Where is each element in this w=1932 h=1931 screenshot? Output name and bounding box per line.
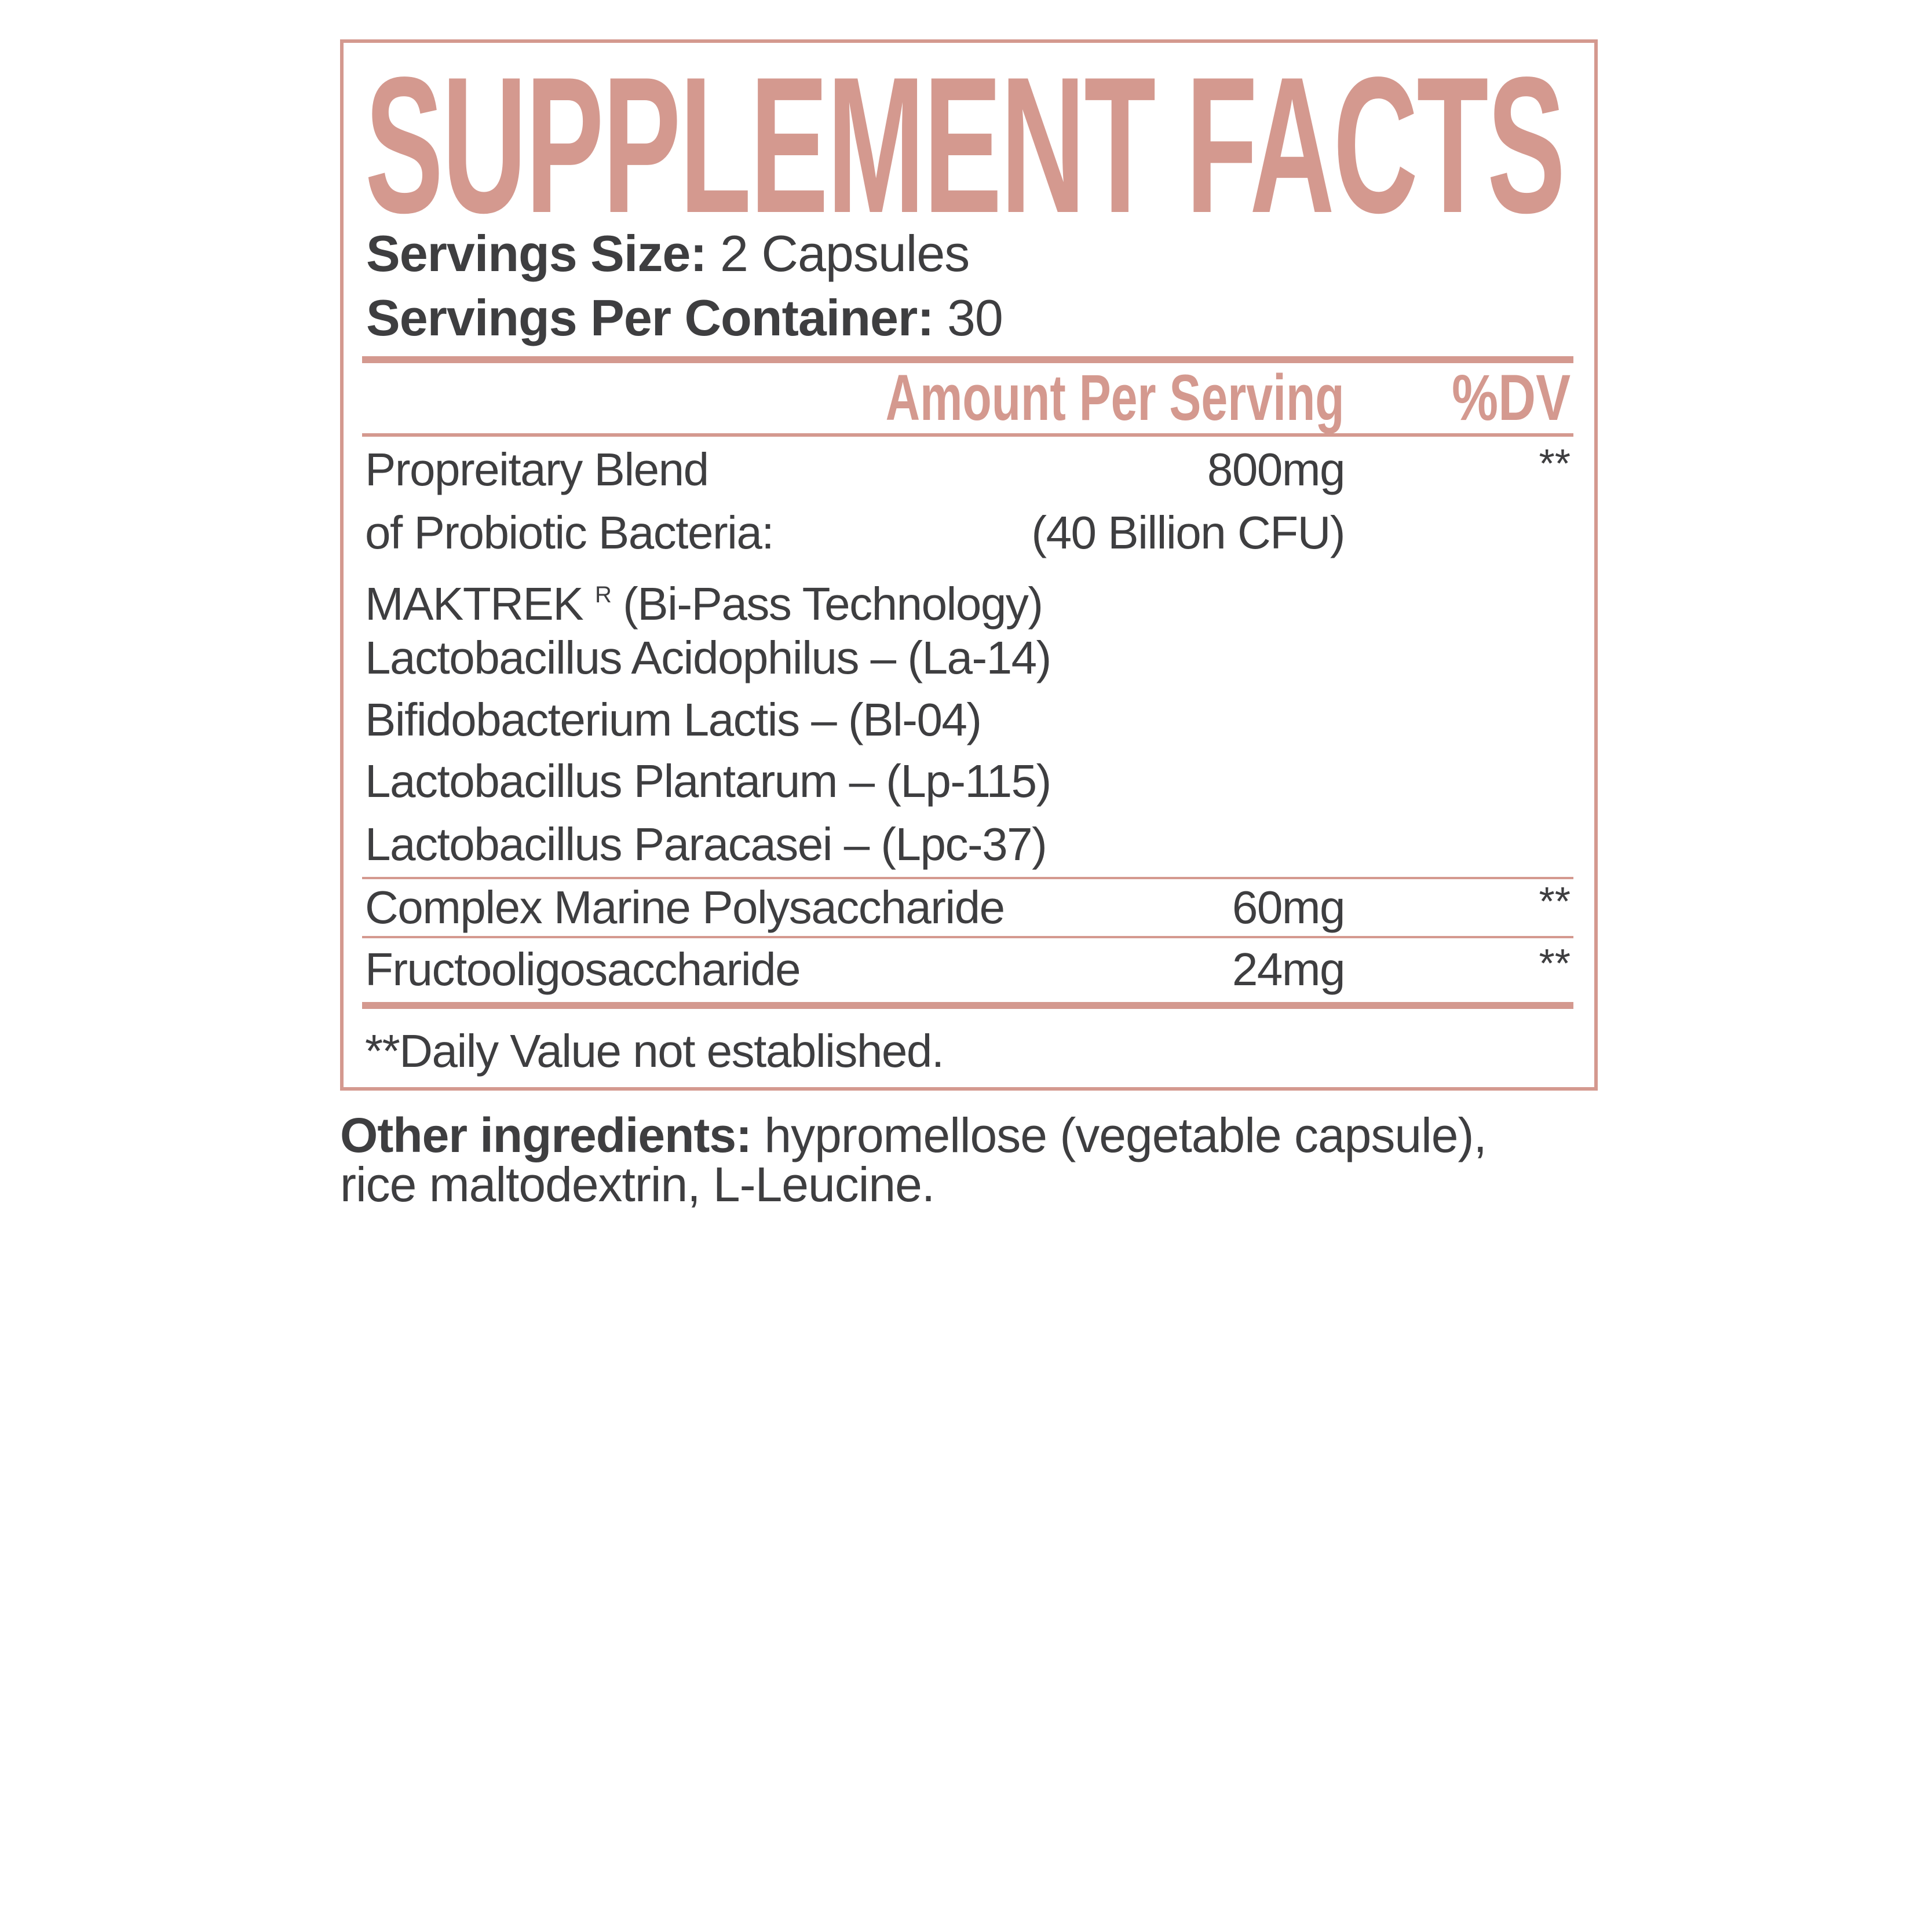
row-divider — [362, 877, 1573, 879]
blend-name-line2: of Probiotic Bacteria: — [365, 507, 775, 558]
blend-dv: ** — [1539, 441, 1571, 486]
footnote: **Daily Value not established. — [365, 1025, 944, 1077]
other-ingredients-label: Other ingredients: — [340, 1108, 752, 1162]
blend-amount: 800mg — [1207, 444, 1346, 495]
ingredient-dv: ** — [1539, 879, 1571, 924]
strain-item: Lactobacillus Paracasei – (Lpc-37) — [365, 818, 1047, 870]
strain-item: Lactobacillus Acidophilus – (La-14) — [365, 632, 1051, 683]
other-ingredients-line2: rice maltodextrin, L-Leucine. — [340, 1157, 935, 1212]
blend-name-line1: Propreitary Blend — [365, 444, 709, 495]
blend-cfu: (40 Billion CFU) — [1031, 507, 1345, 558]
supplement-facts-panel — [340, 39, 1598, 1091]
other-ingredients-text: hypromellose (vegetable capsule), — [764, 1108, 1487, 1162]
thick-divider — [362, 1002, 1573, 1009]
ingredient-amount: 60mg — [1232, 882, 1346, 933]
serving-size: Servings Size: 2 Capsules — [366, 225, 970, 283]
servings-per-container: Servings Per Container: 30 — [366, 289, 1003, 347]
ingredient-dv: ** — [1539, 941, 1571, 986]
strain-item: Lactobacillus Plantarum – (Lp-115) — [365, 755, 1051, 807]
strain-item: Bifidobacterium Lactis – (Bl-04) — [365, 694, 982, 745]
servings-per-container-label: Servings Per Container: — [366, 289, 934, 346]
ingredient-amount: 24mg — [1232, 943, 1346, 995]
registered-mark: R — [594, 582, 612, 608]
row-divider — [362, 936, 1573, 938]
amount-per-serving-header: Amount Per Serving — [886, 361, 1345, 434]
panel-title: SUPPLEMENT FACTS — [365, 36, 1565, 253]
brand-note: (Bi-Pass Technology) — [623, 578, 1043, 630]
other-ingredients-line1: Other ingredients: hypromellose (vegetab… — [340, 1109, 1487, 1161]
serving-size-label: Servings Size: — [366, 225, 707, 282]
brand-name: MAKTREK — [365, 578, 584, 630]
ingredient-name: Complex Marine Polysaccharide — [365, 882, 1005, 933]
ingredient-name: Fructooligosaccharide — [365, 943, 801, 995]
servings-per-container-value: 30 — [947, 289, 1003, 346]
thick-divider — [362, 356, 1573, 363]
dv-header: %DV — [1452, 361, 1571, 434]
serving-size-value: 2 Capsules — [720, 225, 970, 282]
blend-brand: MAKTREK R (Bi-Pass Technology) — [365, 566, 1043, 633]
thin-divider — [362, 433, 1573, 437]
